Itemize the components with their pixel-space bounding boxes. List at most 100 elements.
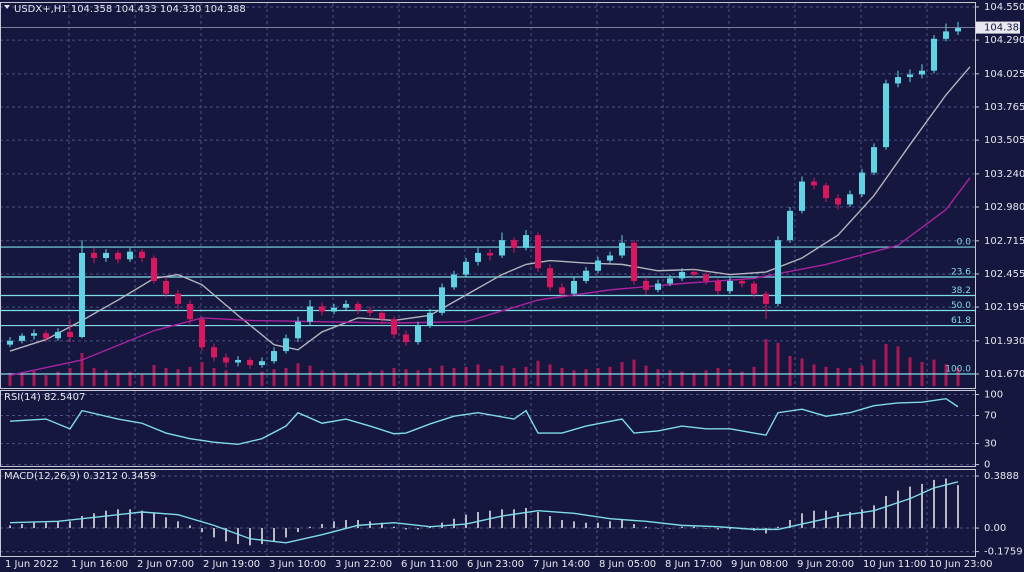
macd-bar — [309, 526, 311, 529]
x-tick-label: 9 Jun 20:00 — [797, 559, 854, 570]
macd-bar — [189, 525, 191, 529]
candle-body — [55, 331, 61, 339]
candle-body — [511, 240, 517, 248]
candle-body — [607, 255, 613, 261]
volume-bar — [164, 368, 168, 386]
y-tick-label: 103.505 — [984, 135, 1024, 146]
volume-bar — [8, 372, 12, 386]
y-tick-label: 103.240 — [984, 169, 1024, 180]
macd-bar — [657, 528, 659, 529]
candle-body — [439, 287, 445, 313]
macd-bar — [237, 528, 239, 545]
macd-bar — [69, 521, 71, 529]
candle-body — [463, 261, 469, 275]
volume-bar — [692, 372, 696, 386]
macd-bar — [477, 511, 479, 529]
candle-body — [547, 268, 553, 288]
text-layer: 1 Jun 2022 1 Jun 16:00 2 Jun 07:00 2 Jun 19… — [4, 2, 1024, 570]
volume-bar — [236, 372, 240, 386]
panel-title: MACD(12,26,9) 0.3212 0.3459 — [4, 471, 156, 482]
x-tick-label: 6 Jun 23:00 — [467, 559, 524, 570]
candle-body — [595, 260, 601, 271]
candle-body — [535, 235, 541, 269]
fibo-label: 23.6 — [951, 267, 971, 277]
candle-body — [523, 235, 529, 248]
candle-body — [7, 340, 13, 345]
volume-bar — [932, 359, 936, 386]
candle-body — [823, 185, 829, 199]
volume-bar — [404, 369, 408, 386]
candle-body — [79, 252, 85, 338]
volume-bar — [68, 368, 72, 386]
volume-bar — [956, 368, 960, 386]
volume-bar — [740, 371, 744, 386]
candle-body — [775, 240, 781, 304]
macd-bar — [93, 513, 95, 529]
volume-bar — [908, 357, 912, 386]
macd-bar — [177, 521, 179, 529]
volume-bar — [20, 374, 24, 386]
candle-body — [679, 272, 685, 279]
candle-body — [103, 252, 109, 259]
volume-bar — [332, 371, 336, 386]
volume-bar — [356, 374, 360, 386]
volume-bar — [476, 364, 480, 386]
macd-bar — [105, 510, 107, 529]
macd-bar — [333, 521, 335, 529]
candle-body — [955, 27, 961, 32]
volume-bar — [464, 366, 468, 386]
candle-body — [247, 359, 253, 366]
candle-body — [139, 251, 145, 259]
macd-bar — [873, 505, 875, 529]
volume-bar — [320, 370, 324, 386]
x-tick-label: 8 Jun 17:00 — [665, 559, 722, 570]
macd-bar — [861, 509, 863, 529]
candle-body — [667, 278, 673, 284]
candle-body — [319, 306, 325, 312]
macd-bar — [921, 483, 923, 529]
candle-body — [187, 303, 193, 320]
volume-bar — [608, 366, 612, 386]
macd-bar — [729, 528, 731, 530]
candle-body — [283, 338, 289, 352]
macd-bar — [585, 522, 587, 529]
macd-bar — [9, 525, 11, 529]
x-tick-label: 1 Jun 2022 — [5, 559, 59, 570]
candle-body — [799, 181, 805, 211]
volume-bar — [752, 366, 756, 386]
candle-body — [331, 307, 337, 312]
y-tick-label: 70 — [984, 411, 997, 422]
candle-body — [931, 38, 937, 71]
moving-average — [9, 66, 971, 352]
macd-bar — [321, 524, 323, 529]
volume-bar — [284, 368, 288, 386]
candle-body — [847, 194, 853, 205]
volume-bar — [380, 370, 384, 386]
volume-bar — [872, 359, 876, 386]
macd-bar — [705, 528, 707, 529]
volume-bar — [224, 370, 228, 386]
macd-bar — [933, 479, 935, 529]
y-tick-label: 103.765 — [984, 102, 1024, 113]
candle-body — [115, 252, 121, 260]
volume-bar — [128, 371, 132, 386]
macd-bar — [573, 521, 575, 529]
macd-bar — [957, 485, 959, 529]
candle-body — [559, 287, 565, 294]
x-tick-label: 6 Jun 11:00 — [401, 559, 458, 570]
macd-bar — [897, 490, 899, 529]
panel-title: RSI(14) 82.5407 — [4, 392, 85, 403]
volume-bar — [104, 370, 108, 386]
macd-bar — [549, 516, 551, 529]
volume-bar — [680, 371, 684, 386]
menu-triangle[interactable] — [4, 5, 10, 9]
volume-bar — [500, 365, 504, 386]
y-tick-label: 101.930 — [984, 336, 1024, 347]
volume-bar — [776, 342, 780, 386]
macd-bar — [165, 517, 167, 529]
volume-bar — [272, 369, 276, 386]
candle-body — [67, 331, 73, 338]
volume-bar — [440, 365, 444, 386]
x-tick-label: 3 Jun 10:00 — [269, 559, 326, 570]
